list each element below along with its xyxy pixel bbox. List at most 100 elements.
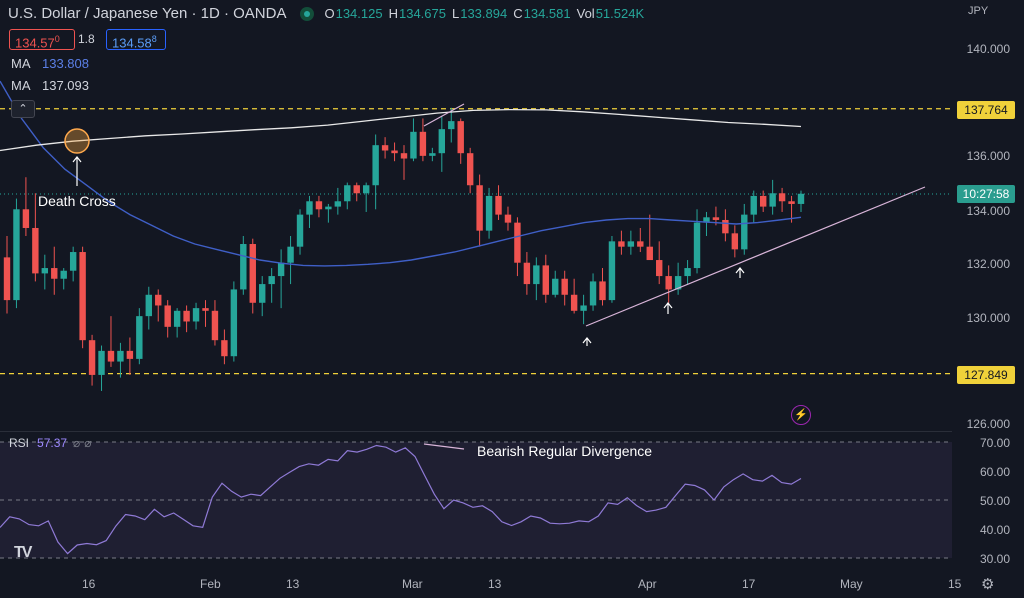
candle-body — [183, 310, 190, 322]
candle-body — [287, 246, 294, 263]
tradingview-logo[interactable]: TV — [14, 544, 33, 561]
lightning-icon[interactable]: ⚡ — [791, 405, 811, 425]
candle-body — [514, 222, 521, 263]
candle-body — [249, 244, 256, 303]
symbol-title[interactable]: U.S. Dollar / Japanese Yen · 1D · OANDA — [8, 5, 287, 22]
countdown-price-tag[interactable]: 10:27:58 — [957, 185, 1015, 203]
ohlc-volume: Vol51.524K — [576, 6, 645, 21]
candle-body — [570, 294, 578, 311]
candle-body — [523, 262, 531, 285]
candle-body — [88, 340, 96, 375]
gear-icon[interactable]: ⚙ — [981, 576, 995, 593]
candle-body — [259, 284, 266, 303]
candle-body — [466, 153, 474, 186]
candle-body — [599, 281, 606, 301]
death-cross-label[interactable]: Death Cross — [38, 193, 116, 209]
price-scale-bg — [952, 0, 1024, 598]
candle-body — [495, 195, 502, 215]
candle-body — [32, 227, 39, 274]
candle-body — [684, 268, 691, 277]
collapse-legend-button[interactable]: ⌃ — [11, 100, 35, 118]
candle-body — [277, 262, 285, 277]
candle-body — [637, 241, 644, 247]
candle-body — [211, 310, 219, 341]
candle-body — [126, 350, 134, 359]
price-axis-label: 140.000 — [966, 42, 1010, 56]
spread-value: 1.8 — [78, 32, 95, 46]
buy-button[interactable]: 134.588 — [106, 29, 166, 50]
candle-body — [797, 193, 805, 204]
candle-body — [400, 153, 408, 159]
candle-body — [476, 185, 483, 231]
candle-body — [504, 214, 512, 223]
date-axis-label: 13 — [488, 577, 502, 591]
candle-body — [674, 276, 682, 290]
support-price-tag[interactable]: 127.849 — [957, 366, 1015, 384]
candle-body — [759, 195, 767, 207]
market-status-icon[interactable] — [300, 6, 315, 21]
candle-body — [136, 316, 143, 359]
candle-body — [145, 294, 152, 317]
candle-body — [60, 270, 67, 279]
candle-body — [485, 195, 493, 231]
candle-body — [693, 222, 701, 269]
visibility-icon[interactable]: ⌀ — [73, 436, 81, 450]
date-axis-label: 13 — [286, 577, 300, 591]
candle-body — [769, 193, 776, 207]
pane-separator — [0, 431, 952, 432]
candle-body — [51, 268, 58, 279]
currency-label[interactable]: JPY — [968, 5, 989, 17]
candle-body — [778, 193, 786, 202]
candle-body — [107, 350, 115, 362]
candle-body — [79, 252, 86, 341]
indicator-ma-fast[interactable]: MA 133.808 — [11, 56, 89, 71]
date-axis-label: Apr — [638, 577, 657, 591]
candle-body — [608, 241, 616, 301]
date-axis-label: Mar — [402, 577, 423, 591]
rsi-axis-label: 60.00 — [979, 465, 1010, 479]
candle-body — [22, 209, 30, 228]
ohlc-low: L133.894 — [451, 6, 508, 21]
candle-body — [627, 241, 635, 247]
candle-body — [372, 145, 379, 186]
price-axis-label: 126.000 — [966, 417, 1010, 431]
arrow-up-head — [735, 267, 745, 274]
candle-body — [542, 265, 549, 295]
candle-body — [580, 305, 587, 311]
arrow-up-head — [582, 337, 592, 344]
indicator-ma-slow[interactable]: MA 137.093 — [11, 78, 89, 93]
sell-button[interactable]: 134.570 — [9, 29, 75, 50]
divergence-label[interactable]: Bearish Regular Divergence — [477, 443, 653, 459]
divergence-price-line — [423, 103, 465, 127]
candle-body — [438, 129, 446, 154]
death-cross-marker — [64, 128, 90, 154]
divergence-rsi-line — [423, 443, 465, 450]
candle-body — [334, 201, 342, 207]
candle-body — [240, 244, 247, 290]
candle-body — [419, 131, 427, 156]
candle-body — [665, 276, 672, 290]
resistance-price-tag[interactable]: 137.764 — [957, 101, 1015, 119]
ohlc-high: H134.675 — [388, 6, 446, 21]
candle-body — [325, 206, 332, 210]
candle-body — [3, 257, 11, 301]
rsi-legend[interactable]: RSI 57.37 ⌀ ⌀ — [9, 436, 92, 450]
candle-body — [741, 214, 748, 250]
candle-body — [315, 201, 323, 210]
rsi-line — [0, 444, 802, 555]
candle-body — [296, 214, 304, 247]
candle-body — [457, 121, 464, 154]
visibility-icon[interactable]: ⌀ — [84, 436, 92, 450]
price-axis-label: 132.000 — [966, 257, 1010, 271]
candle-body — [117, 350, 124, 362]
ohlc-open: O134.125 — [324, 6, 383, 21]
symbol-header: U.S. Dollar / Japanese Yen · 1D · OANDA … — [8, 5, 650, 22]
date-axis-label: May — [840, 577, 863, 591]
candle-body — [656, 260, 663, 277]
date-axis-label: 15 — [948, 577, 962, 591]
candle-body — [589, 281, 597, 306]
candle-body — [552, 278, 559, 295]
candle-body — [410, 131, 417, 159]
